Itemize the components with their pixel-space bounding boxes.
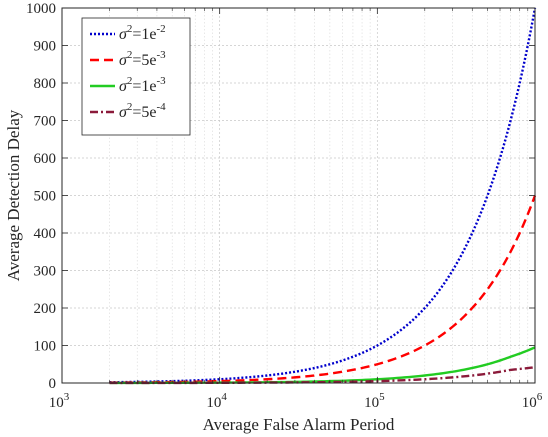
legend-label-4: σ2=5e-4 <box>119 101 166 121</box>
y-axis-label: Average Detection Delay <box>4 109 23 281</box>
legend-symbol-sup: 2 <box>127 101 133 113</box>
legend-value: =5e <box>132 104 156 121</box>
y-tick-labels: 0 100 200 300 400 500 600 700 800 900 1000 <box>26 1 56 392</box>
y-tick-label: 900 <box>34 39 57 55</box>
x-tick-exponent: 3 <box>64 391 70 403</box>
y-tick-label: 100 <box>34 339 57 355</box>
legend-symbol: σ <box>119 104 128 121</box>
x-tick-base: 10 <box>49 395 64 411</box>
series-line-1 <box>109 7 537 384</box>
x-tick-base: 10 <box>206 395 221 411</box>
legend-symbol: σ <box>119 52 128 69</box>
legend-box <box>81 17 191 136</box>
legend-label-1: σ2=1e-2 <box>119 23 166 43</box>
legend-symbol-sup: 2 <box>127 75 133 87</box>
x-tick-label: 105 <box>364 391 385 411</box>
x-tick-label: 106 <box>522 391 543 411</box>
x-tick-labels: 103 104 105 106 <box>49 391 543 411</box>
legend-label-3: σ2=1e-3 <box>119 75 166 95</box>
legend-value: =1e <box>132 78 156 95</box>
x-tick-exponent: 4 <box>221 391 227 403</box>
y-tick-label: 400 <box>34 226 57 242</box>
y-tick-label: 300 <box>34 264 57 280</box>
legend-value: =1e <box>132 26 156 43</box>
x-tick-label: 103 <box>49 391 70 411</box>
y-tick-label: 800 <box>34 76 57 92</box>
y-tick-label: 0 <box>49 376 57 392</box>
y-tick-label: 1000 <box>26 1 56 17</box>
legend-exponent: -2 <box>157 23 166 35</box>
legend-symbol: σ <box>119 26 128 43</box>
legend-exponent: -3 <box>157 75 167 87</box>
legend-symbol-sup: 2 <box>127 49 133 61</box>
axis-ticks <box>61 7 536 384</box>
x-tick-exponent: 6 <box>537 391 543 403</box>
legend-exponent: -4 <box>157 101 167 113</box>
legend-symbol: σ <box>119 78 128 95</box>
x-axis-label: Average False Alarm Period <box>203 415 395 434</box>
x-tick-label: 104 <box>206 391 227 411</box>
y-tick-label: 700 <box>34 114 57 130</box>
legend-exponent: -3 <box>157 49 167 61</box>
legend-label-2: σ2=5e-3 <box>119 49 166 69</box>
legend: σ2=1e-2σ2=5e-3σ2=1e-3σ2=5e-4 <box>81 17 191 136</box>
x-tick-base: 10 <box>522 395 537 411</box>
legend-value: =5e <box>132 52 156 69</box>
grid <box>62 8 535 383</box>
y-tick-label: 500 <box>34 189 57 205</box>
x-tick-exponent: 5 <box>379 391 385 403</box>
x-tick-base: 10 <box>364 395 379 411</box>
legend-symbol-sup: 2 <box>127 23 133 35</box>
y-tick-label: 200 <box>34 301 57 317</box>
y-tick-label: 600 <box>34 151 57 167</box>
